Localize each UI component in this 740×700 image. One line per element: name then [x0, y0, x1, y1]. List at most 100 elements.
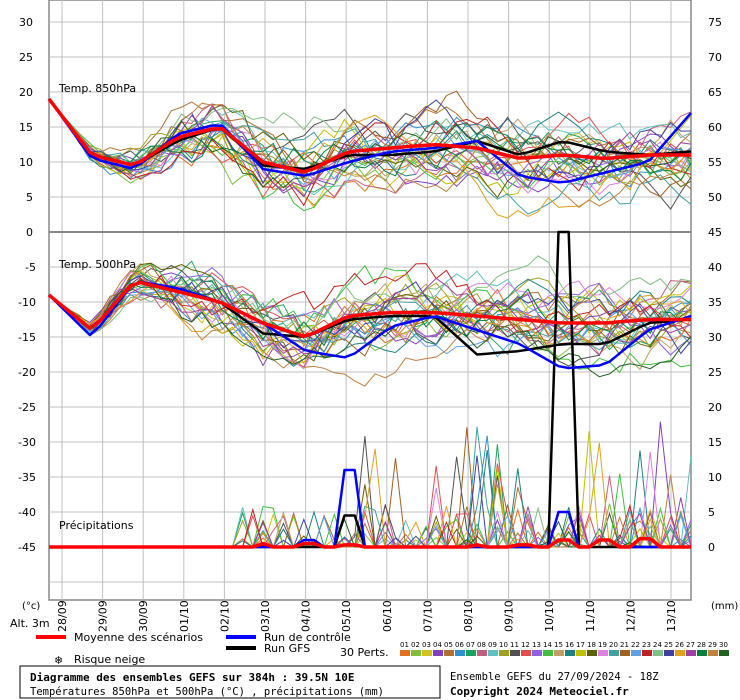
perturbation-line-500 — [48, 278, 692, 367]
right-tick-label-850: 75 — [708, 16, 722, 29]
perturbation-id: 01 — [400, 641, 409, 649]
perturbation-id: 15 — [554, 641, 563, 649]
perturbation-line-850 — [48, 98, 692, 191]
perturbation-id: 18 — [587, 641, 596, 649]
x-tick-label: 11/10 — [584, 600, 597, 632]
perturbation-swatch — [598, 650, 608, 656]
left-tick-label-500: -15 — [18, 331, 36, 344]
x-tick-label: 04/10 — [300, 600, 313, 632]
perturbation-id: 22 — [631, 641, 640, 649]
perturbation-id: 14 — [543, 641, 552, 649]
perturbation-swatch — [499, 650, 509, 656]
perturbation-swatch — [477, 650, 487, 656]
right-tick-label-precip: 25 — [708, 366, 722, 379]
perturbation-id: 13 — [532, 641, 541, 649]
perturbation-line-500 — [48, 264, 692, 367]
perturbation-swatch — [554, 650, 564, 656]
x-tick-label: 03/10 — [259, 600, 272, 632]
perturbation-line-850 — [48, 98, 692, 181]
altitude-label: Alt. 3m — [10, 617, 50, 630]
legend-label: Moyenne des scénarios — [74, 631, 203, 644]
legend-label: Run GFS — [264, 642, 310, 655]
left-tick-label-850: 25 — [19, 51, 33, 64]
perturbation-id: 23 — [642, 641, 651, 649]
perturbation-id: 21 — [620, 641, 629, 649]
perturbation-swatch — [488, 650, 498, 656]
x-tick-label: 29/09 — [97, 600, 110, 632]
mean-line-precip — [49, 536, 691, 549]
perturbation-id: 24 — [653, 641, 662, 649]
perturbation-id: 11 — [510, 641, 519, 649]
perturbation-id: 25 — [664, 641, 673, 649]
perturbation-line-850 — [48, 98, 692, 209]
perturbation-swatch — [620, 650, 630, 656]
right-tick-label-precip: 5 — [708, 506, 715, 519]
panel-label-850: Temp. 850hPa — [58, 82, 136, 95]
perturbation-id: 29 — [708, 641, 717, 649]
right-tick-label-850: 65 — [708, 86, 722, 99]
perturbation-swatch — [510, 650, 520, 656]
right-tick-label-850: 45 — [708, 226, 722, 239]
right-tick-label-850: 70 — [708, 51, 722, 64]
perturbation-swatch — [433, 650, 443, 656]
perturbation-id: 04 — [433, 641, 442, 649]
right-tick-label-precip: 0 — [708, 541, 715, 554]
footer-box — [19, 665, 441, 699]
perturbation-id: 05 — [444, 641, 453, 649]
perturbation-swatch — [675, 650, 685, 656]
perturbation-swatch — [609, 650, 619, 656]
right-tick-label-precip: 20 — [708, 401, 722, 414]
mean-line-850 — [47, 97, 691, 174]
perturbation-swatch — [631, 650, 641, 656]
snowflake-icon: ❄ — [54, 654, 63, 667]
x-tick-label: 01/10 — [178, 600, 191, 632]
x-tick-label: 08/10 — [462, 600, 475, 632]
perturbation-id: 19 — [598, 641, 607, 649]
left-axis-unit: (°c) — [22, 601, 40, 612]
left-tick-label-500: -5 — [25, 261, 36, 274]
left-tick-label-500: -25 — [18, 401, 36, 414]
perturbation-line-850 — [48, 98, 692, 196]
left-tick-label-500: -20 — [18, 366, 36, 379]
perturbation-swatch — [642, 650, 652, 656]
perturbation-line-500 — [48, 263, 692, 338]
left-tick-label-850: 5 — [26, 191, 33, 204]
perturbation-id: 20 — [609, 641, 618, 649]
perturbation-swatch — [587, 650, 597, 656]
legend-snow-risk: Risque neige — [74, 653, 145, 666]
perturbation-line-850 — [48, 98, 692, 209]
x-tick-label: 12/10 — [624, 600, 637, 632]
perturbation-swatch — [543, 650, 553, 656]
perturbation-swatch — [565, 650, 575, 656]
perturbation-swatch — [422, 650, 432, 656]
right-tick-label-850: 50 — [708, 191, 722, 204]
right-tick-label-precip: 35 — [708, 296, 722, 309]
right-tick-label-precip: 30 — [708, 331, 722, 344]
perturbation-id: 07 — [466, 641, 475, 649]
perturbation-line-850 — [48, 98, 692, 185]
left-tick-label-500: -45 — [18, 541, 36, 554]
legend-label: Run de contrôle — [264, 631, 351, 644]
right-tick-label-precip: 10 — [708, 471, 722, 484]
footer-title: Diagramme des ensembles GEFS sur 384h : … — [30, 671, 355, 684]
perturbation-id: 16 — [565, 641, 574, 649]
x-tick-label: 02/10 — [218, 600, 231, 632]
perturbation-swatch — [653, 650, 663, 656]
perturbation-id: 17 — [576, 641, 585, 649]
perturbation-line-850 — [48, 98, 692, 207]
footer-run-info: Ensemble GEFS du 27/09/2024 - 18Z — [450, 671, 659, 683]
perturbation-swatch — [400, 650, 410, 656]
perturbation-id: 28 — [697, 641, 706, 649]
perturbation-id: 09 — [488, 641, 497, 649]
right-tick-label-850: 60 — [708, 121, 722, 134]
right-tick-label-850: 55 — [708, 156, 722, 169]
left-tick-label-500: -30 — [18, 436, 36, 449]
plot-frame — [48, 0, 692, 601]
perturbation-id: 27 — [686, 641, 695, 649]
perturbation-id: 02 — [411, 641, 420, 649]
perturbation-line-500 — [48, 255, 692, 337]
x-tick-label: 09/10 — [503, 600, 516, 632]
left-tick-label-850: 0 — [26, 226, 33, 239]
x-tick-label: 13/10 — [665, 600, 678, 632]
